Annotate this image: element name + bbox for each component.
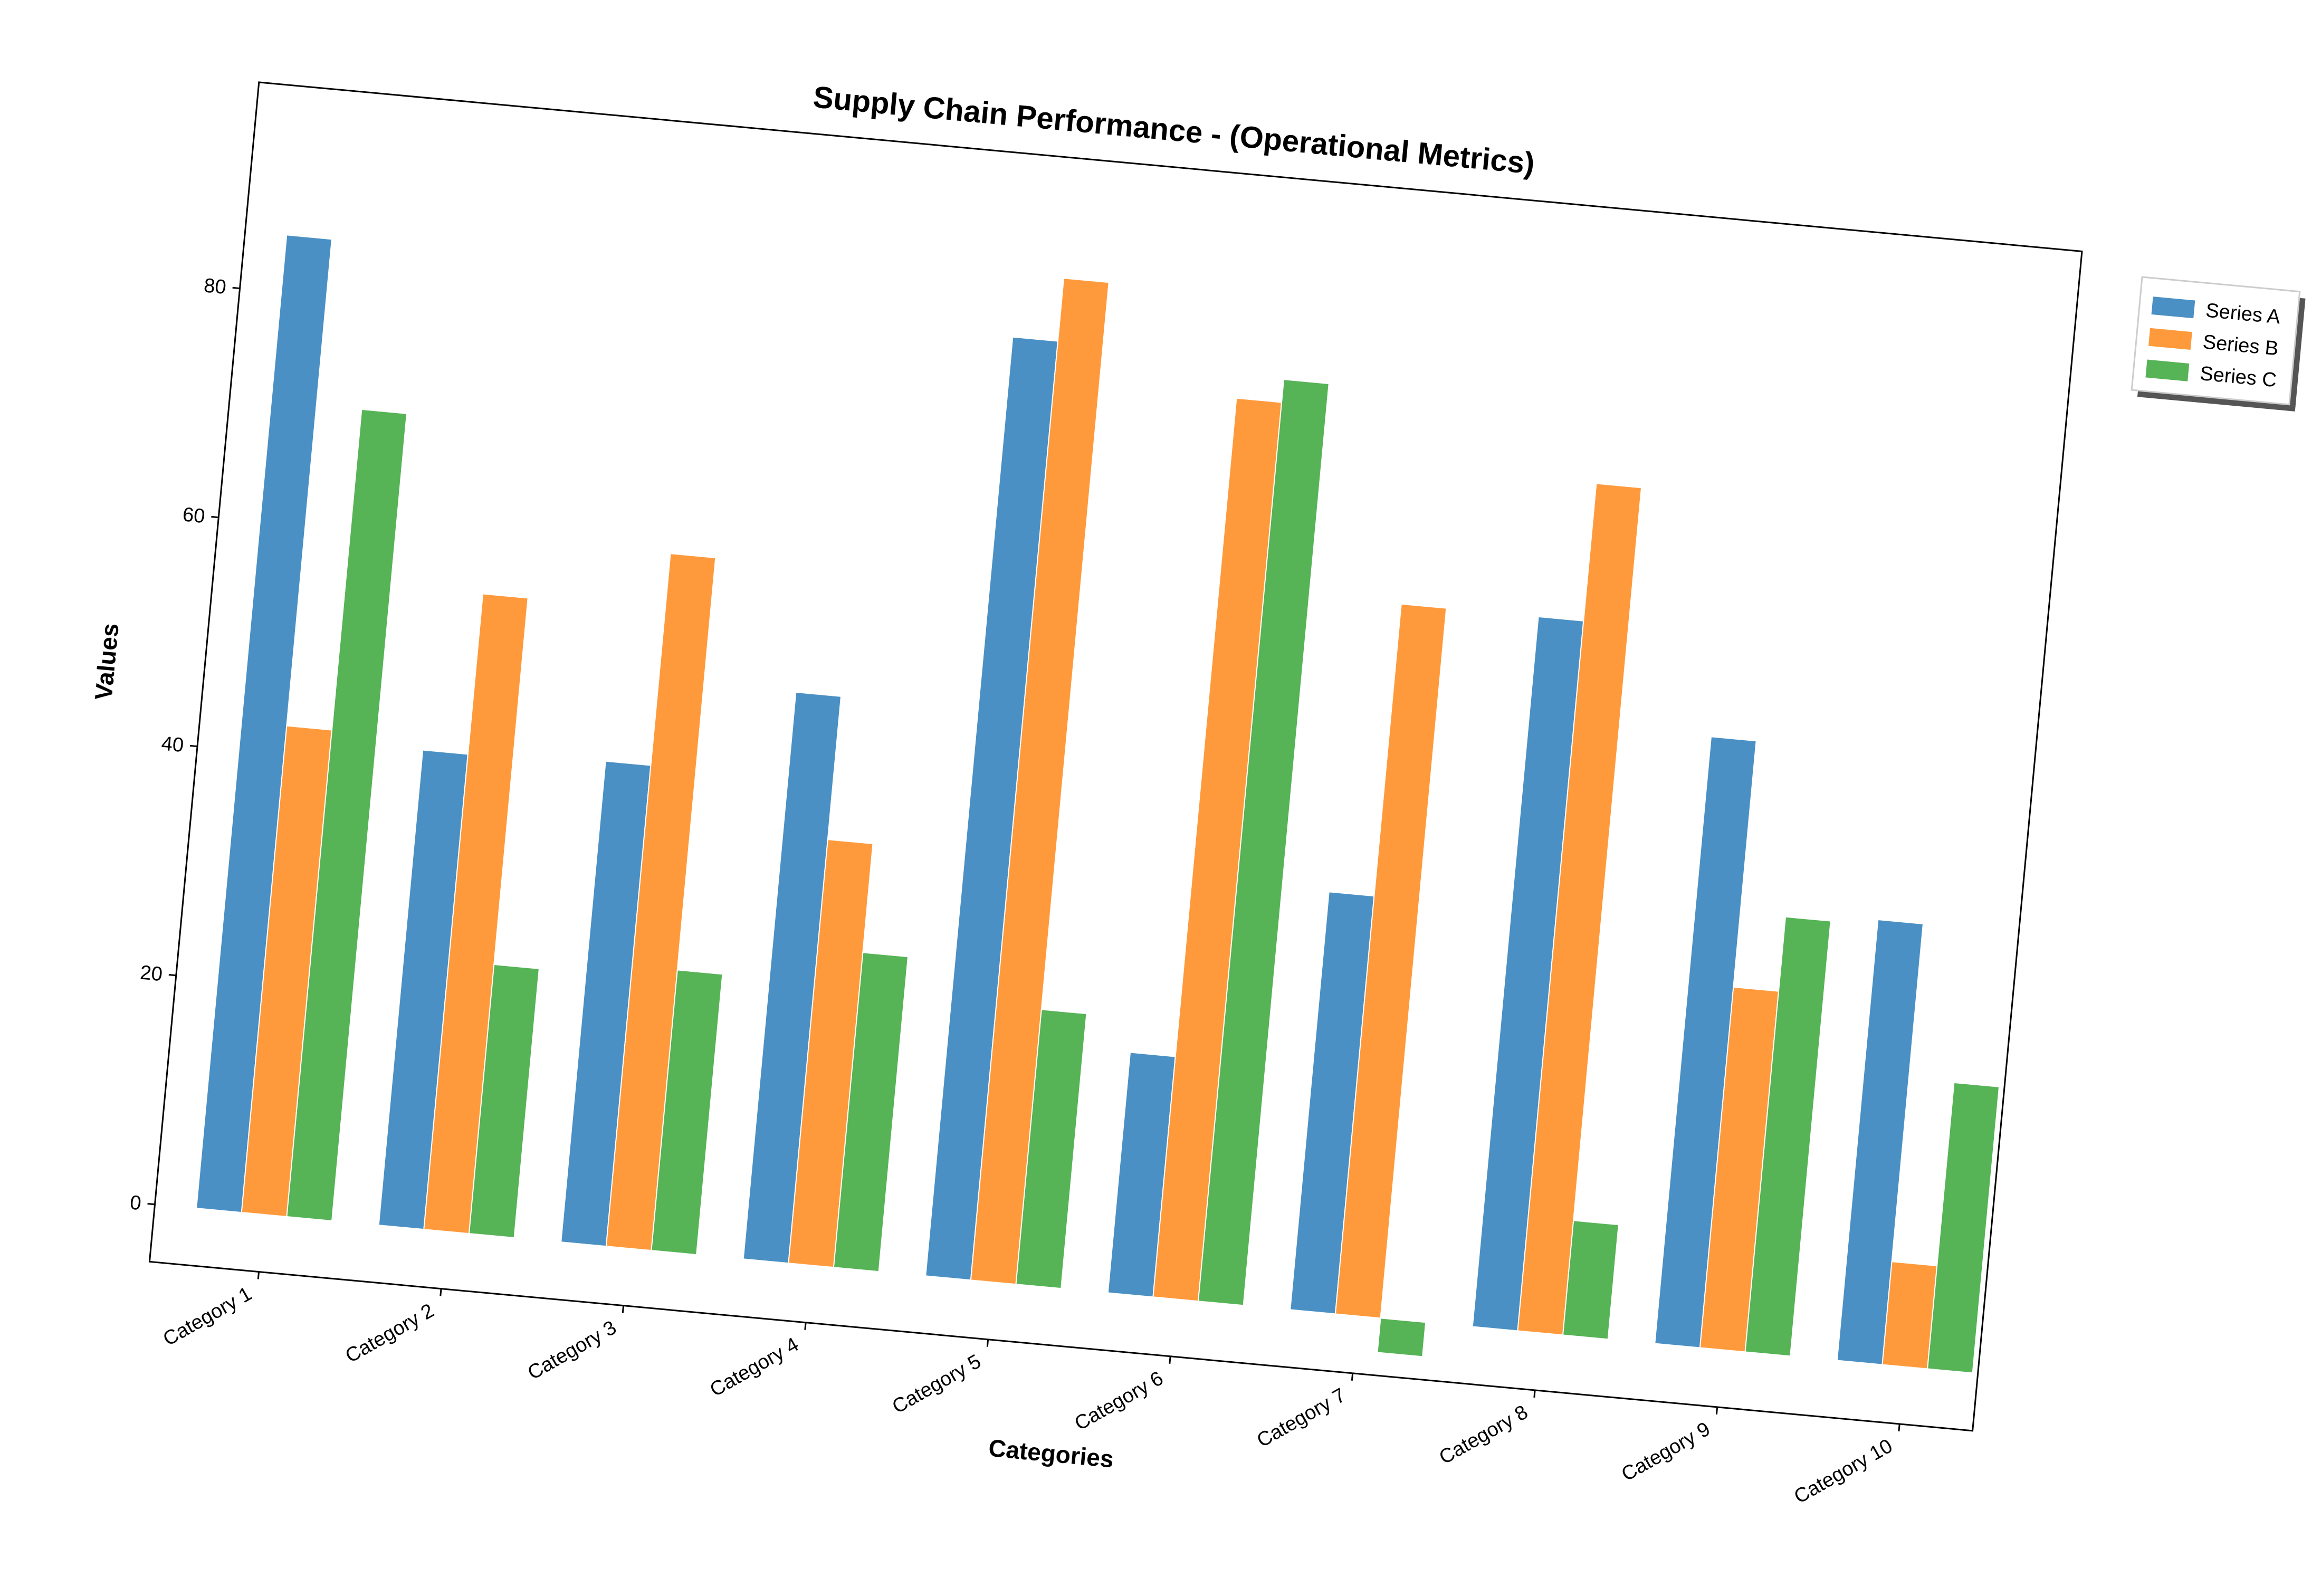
legend-swatch-2	[2148, 328, 2192, 350]
bar-series-c-5	[1015, 1009, 1087, 1289]
y-tick-label: 80	[203, 274, 227, 299]
bar-series-b-5	[970, 278, 1110, 1285]
bar-series-c-7	[1377, 1317, 1427, 1358]
bar-series-a-10	[1836, 919, 1924, 1365]
x-tick-mark	[986, 1339, 989, 1347]
y-tick-label: 60	[182, 503, 206, 528]
x-tick-mark	[1715, 1407, 1718, 1415]
y-tick-label: 20	[139, 962, 164, 986]
y-axis-ticks: 0 20 40 60 80	[129, 274, 240, 1215]
y-tick-label: 0	[129, 1192, 142, 1215]
y-tick-mark	[147, 1203, 155, 1206]
x-tick-mark	[257, 1272, 260, 1279]
bar-series-b-8	[1517, 483, 1642, 1336]
bars-layer	[196, 234, 2000, 1374]
bar-series-c-4	[833, 952, 909, 1273]
bar-series-c-3	[651, 969, 723, 1256]
bar-series-b-3	[605, 553, 717, 1251]
bar-series-c-1	[286, 408, 408, 1222]
bar-series-c-6	[1197, 379, 1330, 1306]
bar-series-b-7	[1334, 603, 1447, 1319]
bar-series-c-2	[468, 963, 540, 1239]
y-tick-label: 40	[160, 732, 185, 757]
legend-swatch-3	[2145, 359, 2190, 381]
bar-series-b-2	[423, 593, 529, 1235]
bar-series-c-9	[1744, 916, 1831, 1357]
bar-series-c-8	[1562, 1220, 1619, 1340]
x-tick-mark	[804, 1322, 807, 1330]
legend-swatch-1	[2151, 297, 2195, 319]
bar-series-c-10	[1926, 1082, 2000, 1374]
x-tick-mark	[1533, 1390, 1536, 1398]
y-tick-mark	[168, 973, 176, 977]
